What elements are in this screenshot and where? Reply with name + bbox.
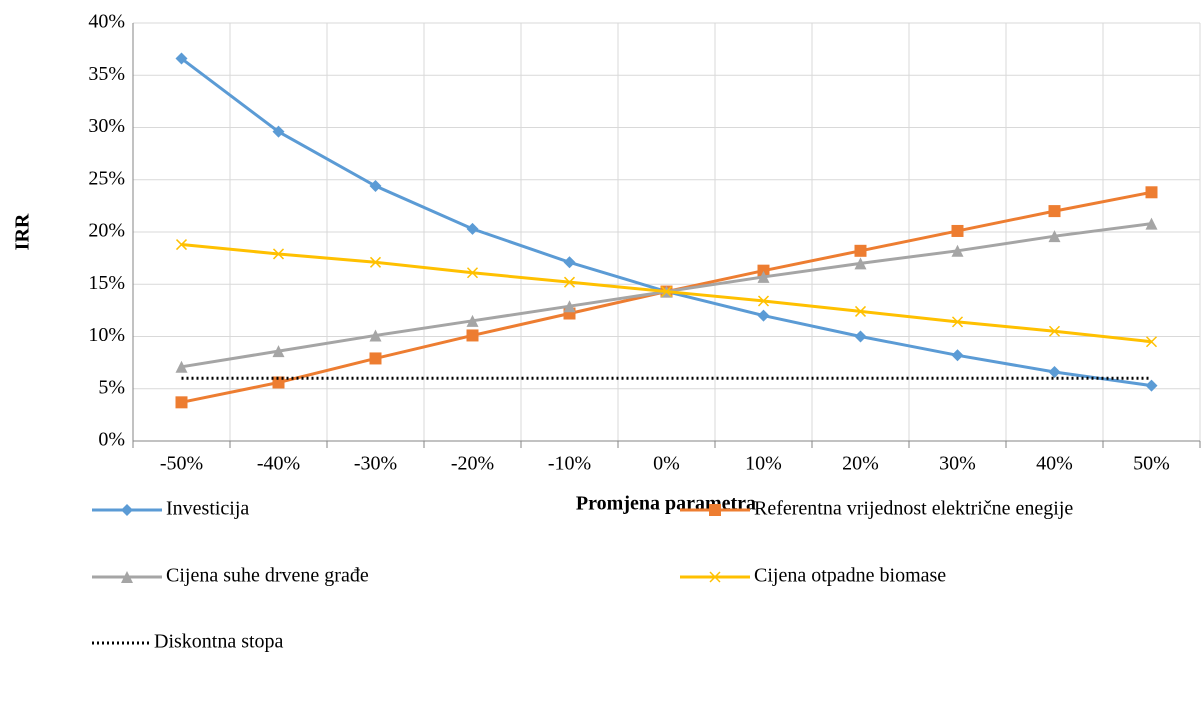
marker — [369, 180, 382, 193]
marker — [951, 316, 964, 328]
marker — [175, 239, 188, 251]
x-tick-label: -40% — [257, 453, 300, 475]
marker — [757, 264, 770, 277]
marker — [1048, 325, 1061, 337]
marker — [1145, 336, 1158, 348]
marker — [369, 352, 382, 365]
y-tick-label: 0% — [98, 429, 125, 451]
y-tick-label: 25% — [88, 167, 125, 189]
x-tick-label: -30% — [354, 453, 397, 475]
marker — [466, 314, 479, 327]
marker — [121, 571, 133, 583]
marker — [466, 267, 479, 279]
marker — [272, 345, 285, 358]
y-tick-label: 5% — [98, 376, 125, 398]
marker — [272, 248, 285, 260]
legend-label: Investicija — [166, 498, 249, 520]
marker — [175, 396, 188, 409]
marker — [369, 256, 382, 268]
marker — [369, 329, 382, 342]
marker — [563, 300, 576, 313]
legend-label: Diskontna stopa — [154, 631, 284, 653]
marker — [1145, 186, 1158, 199]
marker — [1048, 205, 1061, 218]
marker — [854, 305, 867, 317]
marker — [951, 349, 964, 362]
x-tick-label: -10% — [548, 453, 591, 475]
y-tick-label: 40% — [88, 11, 125, 33]
marker — [1048, 230, 1061, 243]
marker — [660, 286, 673, 298]
y-tick-label: 35% — [88, 63, 125, 85]
marker — [1145, 217, 1158, 230]
marker — [854, 330, 867, 343]
marker — [757, 309, 770, 322]
legend-label: Cijena suhe drvene građe — [166, 565, 369, 587]
marker — [121, 504, 133, 516]
marker — [757, 270, 770, 283]
x-tick-label: -20% — [451, 453, 494, 475]
marker — [951, 244, 964, 257]
marker — [175, 52, 188, 65]
marker — [709, 571, 721, 583]
marker — [272, 125, 285, 138]
marker — [1048, 366, 1061, 379]
marker — [563, 256, 576, 269]
y-tick-label: 15% — [88, 272, 125, 294]
marker — [1145, 379, 1158, 392]
x-tick-label: 40% — [1036, 453, 1073, 475]
marker — [854, 244, 867, 257]
y-tick-label: 20% — [88, 220, 125, 242]
marker — [563, 276, 576, 288]
x-tick-label: 30% — [939, 453, 976, 475]
marker — [709, 504, 721, 516]
x-tick-label: 20% — [842, 453, 879, 475]
marker — [466, 329, 479, 342]
marker — [466, 222, 479, 235]
y-tick-label: 10% — [88, 324, 125, 346]
legend-label: Referentna vrijednost električne enegije — [754, 498, 1073, 520]
marker — [175, 360, 188, 373]
x-tick-label: 50% — [1133, 453, 1170, 475]
marker — [854, 257, 867, 270]
y-axis-label: IRR — [12, 213, 34, 250]
legend-label: Cijena otpadne biomase — [754, 565, 946, 587]
x-tick-label: -50% — [160, 453, 203, 475]
x-tick-label: 10% — [745, 453, 782, 475]
marker — [757, 295, 770, 307]
y-tick-label: 30% — [88, 115, 125, 137]
marker — [951, 224, 964, 237]
x-tick-label: 0% — [653, 453, 680, 475]
